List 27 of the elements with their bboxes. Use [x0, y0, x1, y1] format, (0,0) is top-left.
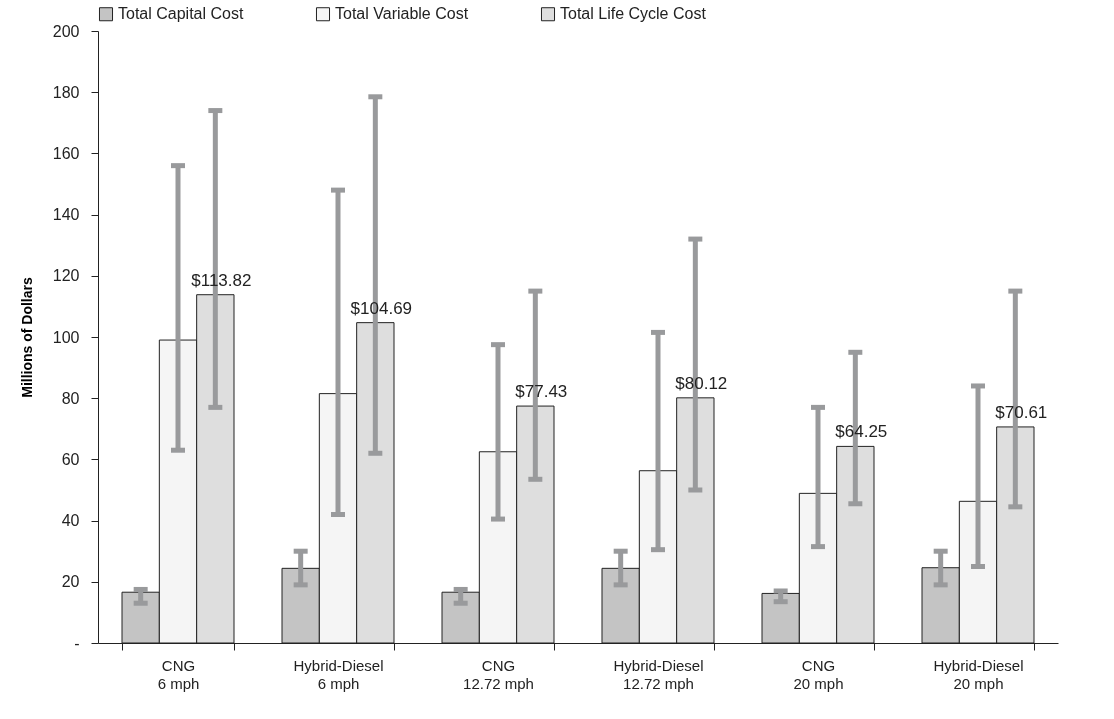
- x-tick-label: CNG 6 mph: [157, 656, 200, 692]
- data-label: $113.82: [191, 270, 252, 290]
- data-label: $64.25: [835, 422, 888, 442]
- data-label: $104.69: [350, 298, 413, 318]
- y-tick-label: 60: [61, 450, 80, 468]
- y-tick-label: 120: [52, 267, 80, 285]
- y-tick-label: 180: [52, 83, 80, 101]
- y-axis-title: Millions of Dollars: [18, 277, 35, 398]
- x-tick-label: CNG 20 mph: [793, 656, 844, 692]
- y-tick-label: 100: [52, 328, 80, 346]
- data-label: $77.43: [515, 382, 568, 402]
- y-tick-label: 80: [61, 389, 80, 407]
- legend-label: Total Life Cycle Cost: [560, 5, 707, 23]
- data-label: $80.12: [675, 373, 728, 393]
- data-label: $70.61: [995, 402, 1048, 422]
- y-tick-label: 200: [52, 22, 80, 40]
- y-tick-label: 160: [52, 144, 80, 162]
- x-tick-label: CNG 12.72 mph: [463, 656, 534, 692]
- legend-label: Total Variable Cost: [335, 5, 469, 23]
- y-tick-label: -: [74, 634, 80, 652]
- y-tick-label: 40: [61, 512, 80, 530]
- legend-label: Total Capital Cost: [118, 5, 244, 23]
- x-tick-label: Hybrid-Diesel 6 mph: [293, 656, 384, 692]
- y-tick-label: 140: [52, 206, 80, 224]
- y-tick-label: 20: [61, 573, 80, 591]
- x-tick-label: Hybrid-Diesel 20 mph: [933, 656, 1024, 692]
- x-tick-label: Hybrid-Diesel 12.72 mph: [613, 656, 704, 692]
